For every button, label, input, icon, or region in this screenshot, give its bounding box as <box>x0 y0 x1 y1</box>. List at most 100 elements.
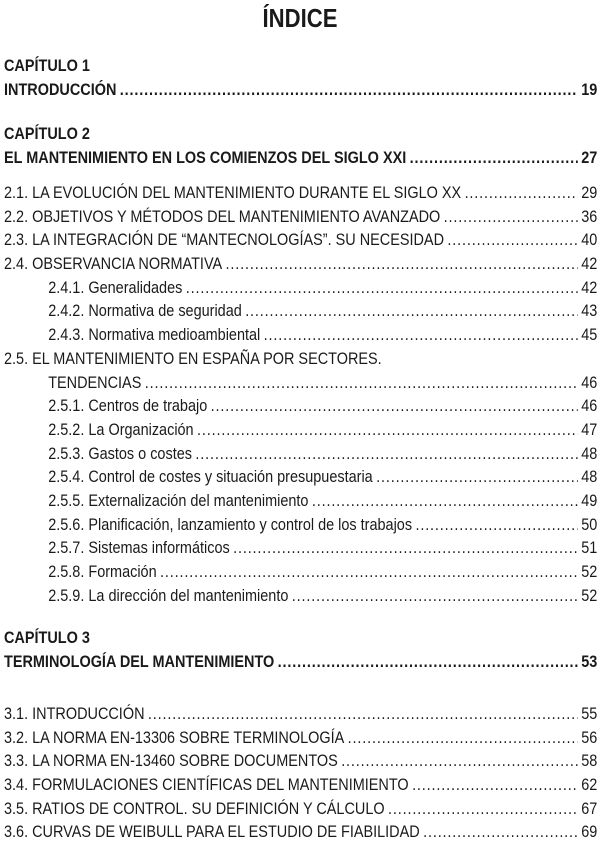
dot-leader <box>410 146 578 170</box>
toc-entry[interactable]: TERMINOLOGÍA DEL MANTENIMIENTO 53 <box>4 650 597 674</box>
entry-title: 2.1. LA EVOLUCIÓN DEL MANTENIMIENTO DURA… <box>4 183 462 202</box>
toc-entry[interactable]: 2.5.8. Formación 52 <box>4 560 597 584</box>
page-number: 46 <box>581 372 598 392</box>
entry-title: 2.5.3. Gastos o costes <box>48 443 192 463</box>
toc-entry[interactable]: 2.5.2. La Organización 47 <box>4 418 597 442</box>
toc-entry[interactable]: 2.5.4. Control de costes y situación pre… <box>4 465 597 489</box>
chapter-label: CAPÍTULO 3 <box>4 626 597 650</box>
page-number: 43 <box>581 301 598 321</box>
page-number: 47 <box>581 419 598 439</box>
toc-entry[interactable]: 2.5. EL MANTENIMIENTO EN ESPAÑA POR SECT… <box>4 347 597 371</box>
dot-leader <box>211 394 578 418</box>
dot-leader <box>186 276 578 300</box>
dot-leader <box>226 252 578 276</box>
dot-leader <box>465 181 578 205</box>
toc-entry[interactable]: 2.2. OBJETIVOS Y MÉTODOS DEL MANTENIMIEN… <box>4 205 597 229</box>
toc-entry[interactable]: 2.5.9. La dirección del mantenimiento 52 <box>4 584 597 608</box>
toc-entry[interactable]: 2.4.3. Normativa medioambiental 45 <box>4 323 597 347</box>
dot-leader <box>447 228 577 252</box>
page-number: 42 <box>581 277 598 297</box>
toc-entry[interactable]: EL MANTENIMIENTO EN LOS COMIENZOS DEL SI… <box>4 146 597 170</box>
chapter-3: CAPÍTULO 3 TERMINOLOGÍA DEL MANTENIMIENT… <box>4 626 597 673</box>
toc-entry[interactable]: INTRODUCCIÓN 19 <box>4 78 597 102</box>
toc-entry[interactable]: 2.5.7. Sistemas informáticos 51 <box>4 536 597 560</box>
entry-title: 2.4. OBSERVANCIA NORMATIVA <box>4 254 223 274</box>
toc-entry[interactable]: 3.6. CURVAS DE WEIBULL PARA EL ESTUDIO D… <box>4 820 597 844</box>
dot-leader <box>160 560 578 584</box>
page-number: 51 <box>581 538 598 558</box>
chapter-label: CAPÍTULO 1 <box>4 54 597 78</box>
entry-title: 3.4. FORMULACIONES CIENTÍFICAS DEL MANTE… <box>4 775 409 795</box>
chapter-number: CAPÍTULO 3 <box>4 628 90 647</box>
page-number: 45 <box>581 325 598 345</box>
entry-title: 2.4.3. Normativa medioambiental <box>48 325 261 345</box>
page-number: 48 <box>581 467 598 487</box>
toc-entry[interactable]: 2.4. OBSERVANCIA NORMATIVA 42 <box>4 252 597 276</box>
toc-entry[interactable]: 3.5. RATIOS DE CONTROL. SU DEFINICIÓN Y … <box>4 797 597 821</box>
entry-title: 3.5. RATIOS DE CONTROL. SU DEFINICIÓN Y … <box>4 798 385 818</box>
entry-title: 2.5.2. La Organización <box>48 419 194 439</box>
dot-leader <box>415 513 577 537</box>
dot-leader <box>388 797 578 821</box>
chapter-number: CAPÍTULO 1 <box>4 56 90 75</box>
page-number: 48 <box>581 443 598 463</box>
toc-entry[interactable]: 2.3. LA INTEGRACIÓN DE “MANTECNOLOGÍAS”.… <box>4 228 597 252</box>
dot-leader <box>423 820 578 844</box>
entry-title: 2.5.6. Planificación, lanzamiento y cont… <box>48 514 413 534</box>
page-number: 27 <box>581 147 598 167</box>
dot-leader <box>348 726 578 750</box>
entry-title: 3.6. CURVAS DE WEIBULL PARA EL ESTUDIO D… <box>4 822 420 842</box>
entry-title: 2.5.8. Formación <box>48 562 157 581</box>
toc-entry[interactable]: 2.5.5. Externalización del mantenimiento… <box>4 489 597 513</box>
dot-leader <box>233 536 578 560</box>
chapter-2: CAPÍTULO 2 EL MANTENIMIENTO EN LOS COMIE… <box>4 122 597 169</box>
page-number: 40 <box>581 230 598 250</box>
toc-entry[interactable]: 2.4.2. Normativa de seguridad 43 <box>4 299 597 323</box>
page-number: 49 <box>581 490 598 510</box>
toc-entry[interactable]: 2.5.6. Planificación, lanzamiento y cont… <box>4 513 597 537</box>
dot-leader <box>278 650 578 674</box>
chapter-number: CAPÍTULO 2 <box>4 124 90 143</box>
toc-entry[interactable]: 2.4.1. Generalidades 42 <box>4 276 597 300</box>
entry-title: TENDENCIAS <box>48 372 142 392</box>
entry-title: TERMINOLOGÍA DEL MANTENIMIENTO <box>4 651 275 671</box>
toc-entry[interactable]: 3.4. FORMULACIONES CIENTÍFICAS DEL MANTE… <box>4 773 597 797</box>
dot-leader <box>120 78 578 102</box>
dot-leader <box>145 371 578 395</box>
page-number: 67 <box>581 798 598 818</box>
entry-title: EL MANTENIMIENTO EN LOS COMIENZOS DEL SI… <box>4 147 407 167</box>
page-number: 19 <box>581 79 598 99</box>
entry-title: 2.2. OBJETIVOS Y MÉTODOS DEL MANTENIMIEN… <box>4 206 441 226</box>
entry-title: 2.5.4. Control de costes y situación pre… <box>48 467 373 487</box>
entry-title: 3.2. LA NORMA EN-13306 SOBRE TERMINOLOGÍ… <box>4 727 345 747</box>
dot-leader <box>376 465 578 489</box>
toc-entry[interactable]: 2.5.3. Gastos o costes 48 <box>4 442 597 466</box>
toc-entry[interactable]: 2.5.1. Centros de trabajo 46 <box>4 394 597 418</box>
entry-title: 2.5. EL MANTENIMIENTO EN ESPAÑA POR SECT… <box>4 348 382 368</box>
toc-entry[interactable]: 3.2. LA NORMA EN-13306 SOBRE TERMINOLOGÍ… <box>4 726 597 750</box>
page-number: 52 <box>581 585 598 605</box>
page-number: 53 <box>581 651 598 671</box>
entry-title: 2.3. LA INTEGRACIÓN DE “MANTECNOLOGÍAS”.… <box>4 230 445 250</box>
toc-entry[interactable]: TENDENCIAS 46 <box>4 371 597 395</box>
toc-entry[interactable]: 2.1. LA EVOLUCIÓN DEL MANTENIMIENTO DURA… <box>4 181 597 205</box>
entry-title: INTRODUCCIÓN <box>4 79 117 99</box>
page-number: 46 <box>581 396 598 416</box>
toc-entry[interactable]: 3.3. LA NORMA EN-13460 SOBRE DOCUMENTOS 5… <box>4 749 597 773</box>
entry-title: 3.1. INTRODUCCIÓN <box>4 704 145 723</box>
dot-leader <box>312 489 578 513</box>
page-number: 58 <box>581 751 598 771</box>
entry-title: 2.5.1. Centros de trabajo <box>48 396 208 416</box>
page-number: 36 <box>581 206 598 226</box>
page-number: 62 <box>581 775 598 795</box>
dot-leader <box>195 442 577 466</box>
page-number: 55 <box>581 704 598 723</box>
chapter-1: CAPÍTULO 1 INTRODUCCIÓN 19 <box>4 54 597 101</box>
toc-entry[interactable]: 3.1. INTRODUCCIÓN 55 <box>4 702 597 726</box>
dot-leader <box>245 299 578 323</box>
entry-title: 2.4.2. Normativa de seguridad <box>48 301 242 321</box>
dot-leader <box>264 323 578 347</box>
chapter-3-sections: 3.1. INTRODUCCIÓN 55 3.2. LA NORMA EN-1330… <box>4 702 597 844</box>
chapter-label: CAPÍTULO 2 <box>4 122 597 146</box>
entry-title: 2.5.5. Externalización del mantenimiento <box>48 490 309 510</box>
